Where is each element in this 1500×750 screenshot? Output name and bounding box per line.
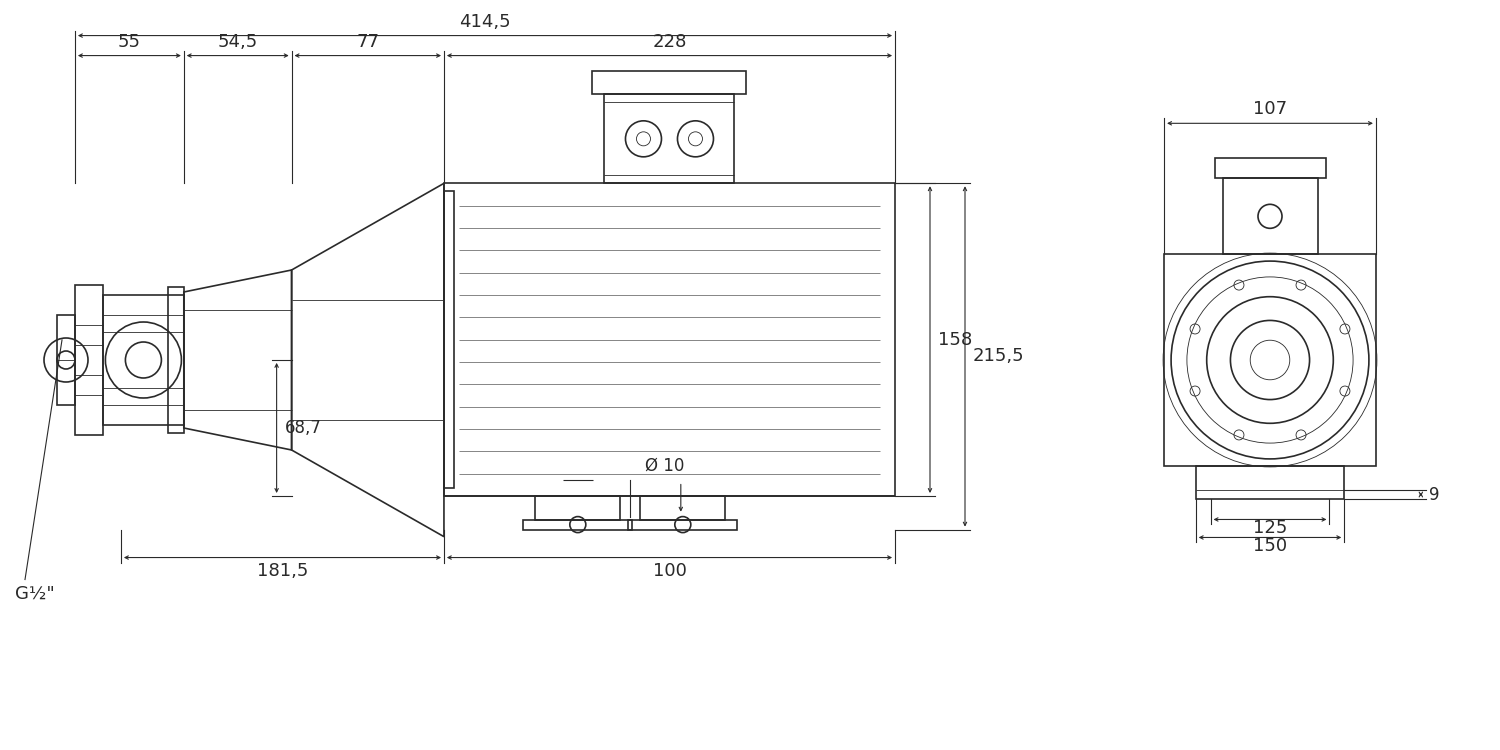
Bar <box>640 496 726 520</box>
Text: 150: 150 <box>1252 538 1287 556</box>
Text: 228: 228 <box>652 32 687 50</box>
Text: 125: 125 <box>1252 520 1287 538</box>
Text: 414,5: 414,5 <box>459 13 512 31</box>
Bar <box>444 191 454 488</box>
Bar <box>1164 254 1376 466</box>
Bar <box>628 520 738 530</box>
Text: G½": G½" <box>15 584 54 602</box>
Bar <box>1222 178 1317 254</box>
Text: 54,5: 54,5 <box>217 32 258 50</box>
Bar <box>104 295 184 425</box>
Bar <box>168 287 184 433</box>
Text: 77: 77 <box>357 32 380 50</box>
Bar <box>1196 466 1344 500</box>
Text: Ø 10: Ø 10 <box>645 457 684 475</box>
Bar <box>592 70 747 94</box>
Text: 68,7: 68,7 <box>285 419 321 437</box>
Text: 215,5: 215,5 <box>974 347 1024 365</box>
Bar <box>1215 158 1326 178</box>
Text: 107: 107 <box>1252 100 1287 118</box>
Bar <box>444 183 896 496</box>
Text: 181,5: 181,5 <box>256 562 307 580</box>
Text: 9: 9 <box>1430 485 1440 503</box>
Bar <box>524 520 633 530</box>
Bar <box>536 496 621 520</box>
Bar <box>604 94 735 183</box>
Text: 100: 100 <box>652 562 687 580</box>
Text: 55: 55 <box>118 32 141 50</box>
Text: 158: 158 <box>938 331 972 349</box>
